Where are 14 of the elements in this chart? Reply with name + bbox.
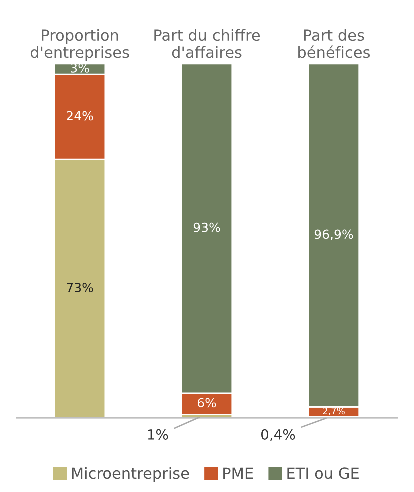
x-tick-label: Part du chiffre d'affaires xyxy=(154,29,260,58)
legend-label: Microentreprise xyxy=(72,467,190,482)
data-label: 6% xyxy=(198,398,216,408)
x-tick-label: Proportion d'entreprises xyxy=(30,29,130,62)
x-tick-label: Part des bénéfices xyxy=(298,29,370,58)
data-label: 24% xyxy=(67,111,94,121)
data-label: 73% xyxy=(67,283,94,293)
legend-label: ETI ou GE xyxy=(288,468,359,480)
legend-label: PME xyxy=(224,468,254,479)
data-label: 96,9% xyxy=(314,230,354,240)
data-label: 1% xyxy=(148,429,168,440)
data-label: 93% xyxy=(194,222,220,232)
data-label: 0,4% xyxy=(262,429,296,442)
data-label: 2,7% xyxy=(323,408,345,416)
